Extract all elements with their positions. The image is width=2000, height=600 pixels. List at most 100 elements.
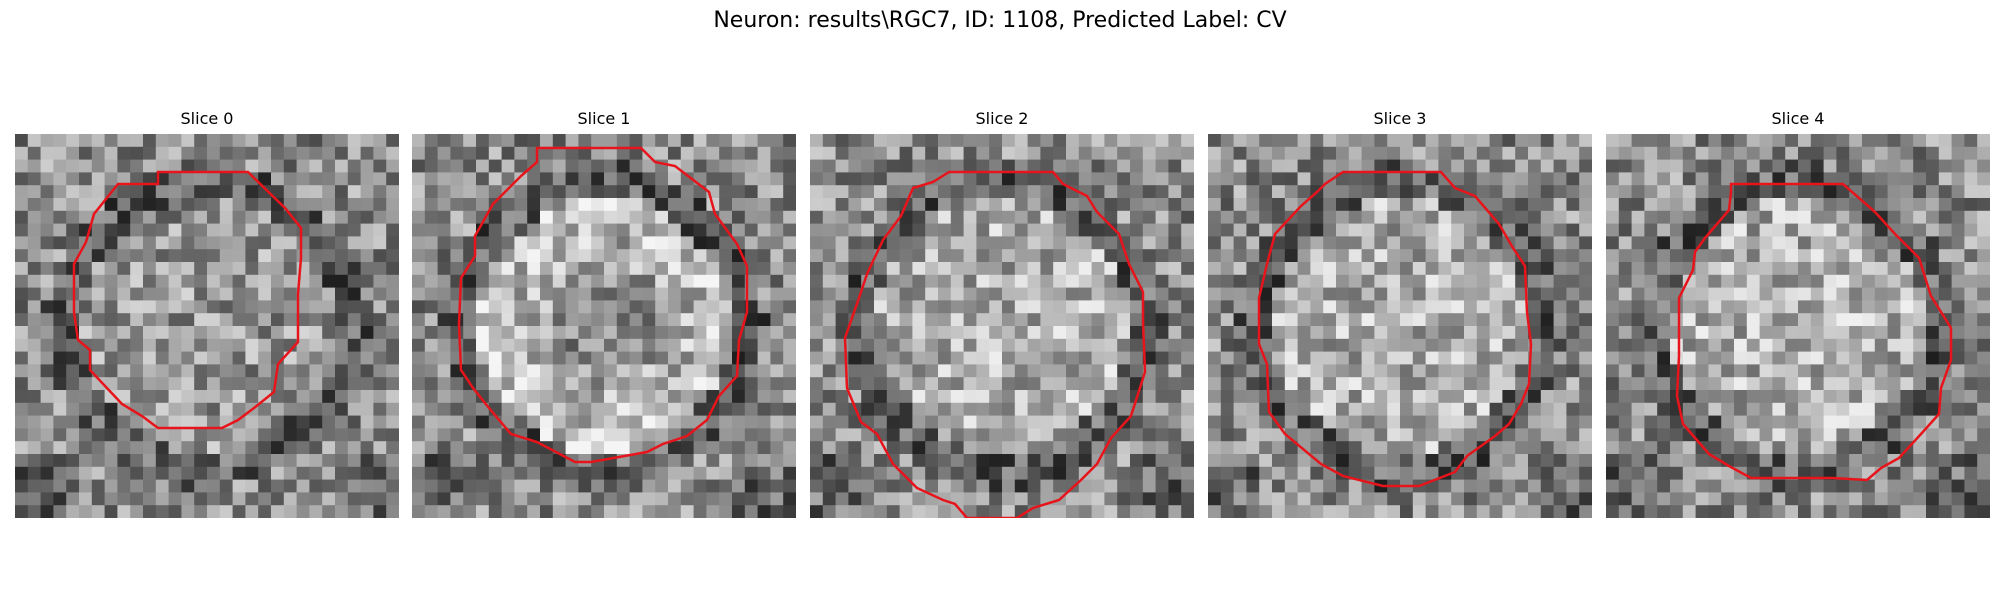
image-pixel xyxy=(1078,479,1093,493)
image-pixel xyxy=(770,441,784,455)
image-pixel xyxy=(1027,441,1041,455)
image-pixel xyxy=(412,377,426,391)
image-pixel xyxy=(1400,428,1414,442)
image-pixel xyxy=(616,185,631,199)
image-pixel xyxy=(245,505,259,518)
image-pixel xyxy=(437,454,451,468)
image-pixel xyxy=(360,172,374,186)
image-pixel xyxy=(1284,492,1299,506)
image-pixel xyxy=(296,492,310,506)
image-pixel xyxy=(1540,390,1555,404)
image-pixel xyxy=(861,185,875,199)
image-pixel xyxy=(1644,505,1658,518)
image-pixel xyxy=(706,415,720,429)
image-pixel xyxy=(770,390,784,404)
image-pixel xyxy=(1027,415,1041,429)
image-pixel xyxy=(1476,351,1491,365)
image-pixel xyxy=(1746,210,1761,225)
image-pixel xyxy=(938,505,952,518)
image-pixel xyxy=(1130,249,1144,263)
roi-contour-2 xyxy=(843,170,1147,518)
image-pixel xyxy=(207,390,221,404)
image-pixel xyxy=(1400,364,1414,378)
image-pixel xyxy=(861,326,875,340)
image-pixel xyxy=(591,326,605,340)
image-pixel xyxy=(1040,454,1054,468)
image-pixel xyxy=(1938,415,1953,429)
image-pixel xyxy=(1155,505,1169,518)
image-pixel xyxy=(1142,390,1157,404)
image-pixel xyxy=(1002,223,1016,237)
image-pixel xyxy=(1027,313,1041,327)
image-pixel xyxy=(1606,364,1620,378)
image-pixel xyxy=(232,185,246,199)
image-pixel xyxy=(1695,505,1709,518)
image-pixel xyxy=(1540,210,1555,225)
image-pixel xyxy=(1913,172,1927,186)
image-pixel xyxy=(296,172,310,186)
image-pixel xyxy=(309,198,323,212)
image-pixel xyxy=(1618,326,1633,340)
image-pixel xyxy=(1272,377,1286,391)
image-pixel xyxy=(488,364,503,378)
image-pixel xyxy=(501,466,515,481)
image-pixel xyxy=(1117,454,1131,468)
image-pixel xyxy=(1810,351,1825,365)
image-pixel xyxy=(1233,287,1247,301)
image-pixel xyxy=(309,428,323,442)
image-pixel xyxy=(1425,210,1439,225)
roi-contour-1 xyxy=(457,146,749,464)
image-pixel xyxy=(360,479,374,493)
image-pixel xyxy=(1502,146,1516,161)
image-pixel xyxy=(322,428,336,442)
image-pixel xyxy=(296,402,310,417)
image-pixel xyxy=(822,351,837,365)
image-pixel xyxy=(1272,492,1286,506)
image-pixel xyxy=(1964,262,1978,276)
image-pixel xyxy=(143,505,157,518)
figure-title: Neuron: results\RGC7, ID: 1108, Predicte… xyxy=(713,8,1287,33)
image-pixel xyxy=(989,159,1003,173)
image-pixel xyxy=(693,479,707,493)
image-pixel xyxy=(143,223,157,237)
image-pixel xyxy=(1926,274,1940,289)
image-pixel xyxy=(1874,287,1889,301)
image-pixel xyxy=(1374,146,1388,161)
image-pixel xyxy=(1374,466,1388,481)
image-pixel xyxy=(629,300,643,314)
image-pixel xyxy=(245,274,259,289)
image-pixel xyxy=(1066,300,1080,314)
image-pixel xyxy=(1849,172,1863,186)
image-pixel xyxy=(91,300,106,314)
image-pixel xyxy=(1823,300,1837,314)
image-pixel xyxy=(386,172,399,186)
image-pixel xyxy=(386,236,399,250)
image-pixel xyxy=(1657,313,1671,327)
image-pixel xyxy=(1874,198,1889,212)
image-pixel xyxy=(1836,300,1850,314)
image-pixel xyxy=(130,262,144,276)
image-pixel xyxy=(848,466,862,481)
image-pixel xyxy=(1798,402,1812,417)
image-pixel xyxy=(1412,326,1427,340)
image-pixel xyxy=(1142,198,1157,212)
image-pixel xyxy=(1862,313,1876,327)
image-pixel xyxy=(488,146,503,161)
image-pixel xyxy=(1438,146,1452,161)
image-pixel xyxy=(155,210,170,225)
image-pixel xyxy=(1657,364,1671,378)
image-pixel xyxy=(744,185,759,199)
image-pixel xyxy=(1862,236,1876,250)
image-pixel xyxy=(912,300,926,314)
image-pixel xyxy=(488,262,503,276)
image-pixel xyxy=(1027,338,1041,353)
image-pixel xyxy=(1759,236,1773,250)
image-pixel xyxy=(1695,454,1709,468)
image-pixel xyxy=(1502,338,1516,353)
image-pixel xyxy=(874,300,888,314)
image-pixel xyxy=(1425,492,1439,506)
image-pixel xyxy=(1887,466,1901,481)
image-pixel xyxy=(578,479,592,493)
image-pixel xyxy=(1862,402,1876,417)
image-pixel xyxy=(861,287,875,301)
